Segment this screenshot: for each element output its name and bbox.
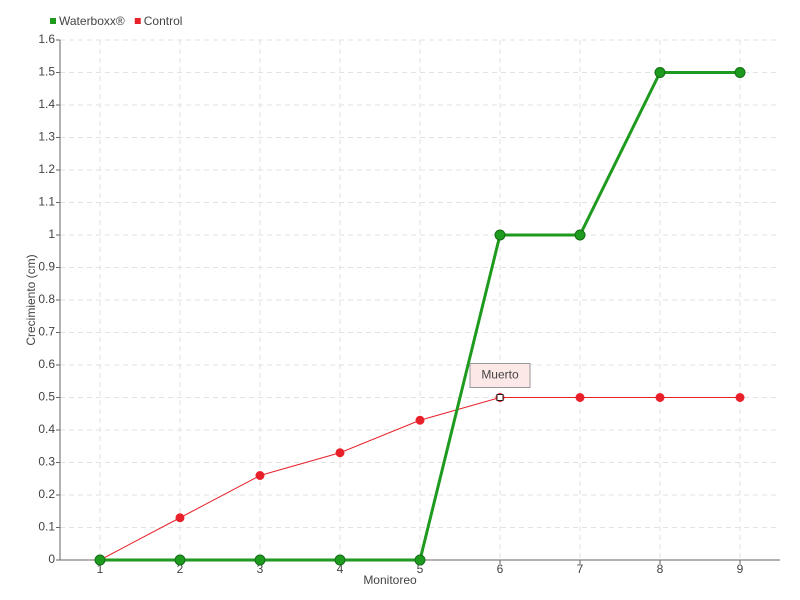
x-tick-label: 1 — [97, 562, 104, 576]
y-tick-label: 1.4 — [38, 97, 55, 111]
data-point — [254, 554, 266, 566]
y-tick-label: 0 — [48, 552, 55, 566]
legend-label: Waterboxx® — [59, 14, 125, 28]
data-point — [414, 554, 426, 566]
y-tick-label: 1.6 — [38, 32, 55, 46]
x-tick-label: 3 — [257, 562, 264, 576]
legend-swatch — [50, 18, 56, 24]
x-tick-label: 5 — [417, 562, 424, 576]
legend-label: Control — [144, 14, 183, 28]
x-tick-label: 8 — [657, 562, 664, 576]
x-axis-label: Monitoreo — [363, 573, 417, 587]
data-point — [734, 67, 746, 78]
x-tick-label: 7 — [577, 562, 584, 576]
annotation-marker — [496, 394, 504, 401]
data-point — [735, 393, 745, 402]
y-tick-label: 1.5 — [38, 65, 55, 79]
y-tick-label: 0.3 — [38, 455, 55, 469]
annotation-label: Muerto — [481, 368, 519, 382]
series-line — [100, 71, 740, 562]
annotation-box — [469, 363, 531, 388]
x-tick-label: 4 — [337, 562, 344, 576]
y-axis-label: Crecimiento (cm) — [24, 254, 38, 345]
data-point — [655, 393, 665, 402]
data-point — [494, 229, 506, 241]
data-point — [654, 67, 666, 78]
y-tick-label: 0.5 — [38, 390, 55, 404]
y-tick-label: 0.9 — [38, 260, 55, 274]
data-point — [94, 554, 106, 566]
data-point — [335, 448, 345, 458]
y-tick-label: 1.1 — [38, 195, 55, 209]
data-point — [415, 415, 425, 425]
y-tick-label: 0.6 — [38, 357, 55, 371]
y-tick-label: 0.8 — [38, 292, 55, 306]
x-tick-label: 9 — [737, 562, 744, 576]
data-point — [175, 513, 185, 523]
data-point — [255, 471, 265, 480]
y-tick-label: 1.2 — [38, 162, 55, 176]
data-point — [174, 554, 186, 566]
y-tick-label: 0.1 — [38, 520, 55, 534]
x-tick-label: 2 — [177, 562, 184, 576]
y-tick-label: 1 — [48, 227, 55, 241]
y-tick-label: 0.7 — [38, 325, 55, 339]
y-tick-label: 0.4 — [38, 422, 55, 436]
y-tick-label: 0.2 — [38, 487, 55, 501]
data-point — [574, 229, 586, 241]
data-point — [334, 554, 346, 566]
legend-swatch — [134, 18, 141, 24]
data-point — [575, 393, 585, 402]
x-tick-label: 6 — [497, 562, 504, 576]
y-tick-label: 1.3 — [38, 130, 55, 144]
